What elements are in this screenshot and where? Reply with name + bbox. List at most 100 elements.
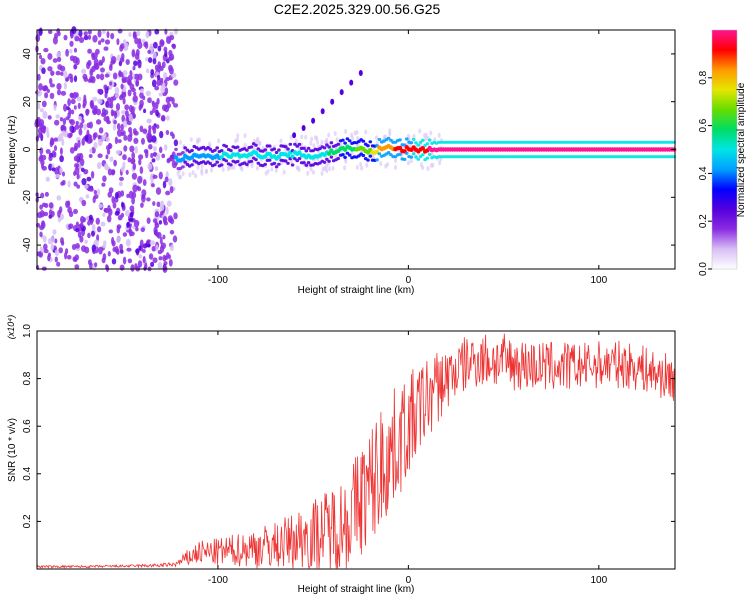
noise-blob [105,154,109,160]
carrier-halo [405,137,409,141]
scatter-blob [424,132,428,138]
scatter-blob [320,139,324,145]
noise-blob [156,201,161,208]
noise-blob [113,159,117,167]
noise-blob [53,104,57,111]
noise-blob [123,145,128,152]
y-tick-label: -40 [22,237,33,252]
noise-blob [133,137,139,145]
noise-blob [156,78,161,87]
colorbar-border [711,29,738,270]
noise-blob [111,110,117,116]
noise-blob [133,91,137,96]
noise-blob [114,136,119,145]
side-branch-blob [358,70,363,76]
colorbar-ticks: 0.0 0.2 0.4 0.6 0.8 [698,70,712,276]
noise-blob [149,110,154,116]
noise-blob [143,41,148,48]
noise-blob [81,245,87,252]
noise-blob [146,197,151,202]
noise-blob [155,244,159,252]
noise-blob [54,167,60,176]
noise-blob [48,202,54,209]
scatter-blob [210,167,213,173]
colorbar-tick-label: 0.4 [698,166,709,180]
noise-blob [79,222,84,229]
noise-blob [93,141,98,149]
noise-blob [120,123,124,132]
scatter-blob [290,159,294,164]
noise-blob [100,221,106,227]
noise-blob [111,55,117,64]
noise-blob [111,236,115,245]
noise-blob [164,176,169,183]
carrier-halo [361,139,366,143]
scatter-blob [360,165,364,171]
noise-blob [102,212,106,217]
noise-blob [63,34,68,41]
carrier-halo [405,151,409,155]
noise-blob [37,133,42,138]
carrier-halo [181,165,185,169]
noise-blob [56,56,62,62]
noise-blob [137,41,143,50]
noise-blob [128,217,134,222]
noise-blob [78,128,83,136]
noise-blob [129,145,135,153]
noise-blob [50,235,55,244]
noise-blob [45,149,51,154]
noise-blob [139,166,144,174]
noise-blob [86,122,91,129]
colorbar-tick-label: 0.8 [698,70,709,84]
snr-series-line [37,333,675,569]
y-tick-label: 40 [22,48,33,60]
scatter-blob [364,129,368,135]
noise-blob [63,103,68,112]
noise-blob [159,77,164,83]
scatter-blob [300,134,304,140]
noise-blob [171,133,175,140]
noise-blob [100,67,105,73]
noise-blob [164,87,169,95]
carrier-halo [286,147,290,151]
carrier-halo [263,148,268,152]
noise-blob [152,145,157,152]
noise-blob [60,125,65,131]
noise-blob [56,89,62,96]
noise-blob [67,112,71,119]
scatter-blob [365,162,369,168]
scatter-blob [335,137,339,143]
noise-blob [81,68,87,74]
noise-blob [171,43,177,50]
noise-blob [59,167,63,174]
noise-blob [162,180,167,189]
noise-blob [73,105,77,110]
noise-blob [132,31,137,40]
noise-blob [55,114,61,119]
noise-blob [115,103,121,111]
noise-blob [39,204,43,210]
noise-blob [170,218,175,225]
noise-blob [137,175,143,184]
scatter-blob [379,161,383,167]
noise-blob [86,176,92,182]
noise-blob [171,97,175,105]
noise-blob [37,73,41,81]
noise-blob [106,102,112,108]
noise-blob [152,107,156,114]
noise-blob [123,134,128,141]
noise-blob [147,97,152,104]
noise-blob [50,70,55,76]
noise-blob [119,249,124,254]
noise-blob [98,88,102,94]
noise-blob [40,192,45,199]
carrier-halo [213,148,217,152]
scatter-blob [177,174,181,180]
side-branch-blob [349,79,354,86]
noise-blob [81,138,85,146]
noise-blob [136,30,141,37]
carrier-halo [235,159,240,164]
carrier-halo [256,161,261,165]
noise-blob [126,247,132,252]
noise-blob [114,86,120,95]
